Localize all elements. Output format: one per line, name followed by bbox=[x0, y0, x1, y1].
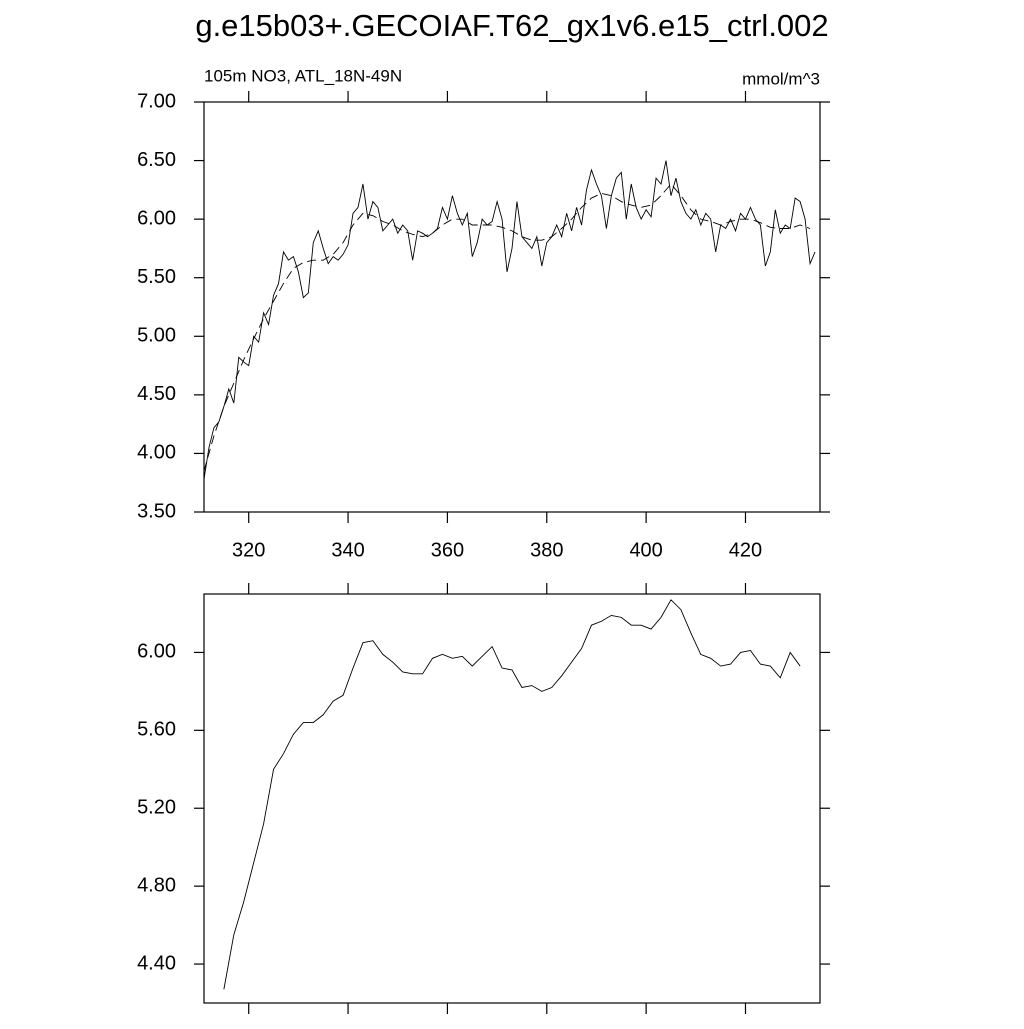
plot-frame bbox=[203, 101, 821, 513]
series-line bbox=[223, 599, 801, 990]
x-tick-label: 320 bbox=[232, 539, 265, 561]
series-line bbox=[203, 183, 811, 472]
y-tick-label: 6.00 bbox=[137, 641, 176, 663]
x-tick-label: 420 bbox=[729, 539, 762, 561]
y-tick-label: 5.60 bbox=[137, 719, 176, 741]
y-tick-label: 6.50 bbox=[137, 149, 176, 171]
y-tick-label: 5.50 bbox=[137, 266, 176, 288]
plot-frame bbox=[203, 593, 821, 1004]
y-tick-label: 4.80 bbox=[137, 874, 176, 896]
series-line bbox=[203, 160, 816, 480]
y-tick-label: 4.50 bbox=[137, 383, 176, 405]
y-tick-label: 6.00 bbox=[137, 207, 176, 229]
right-subtitle: mmol/m^3 bbox=[742, 69, 820, 88]
title: g.e15b03+.GECOIAF.T62_gx1v6.e15_ctrl.002 bbox=[195, 8, 828, 43]
x-tick-label: 360 bbox=[431, 539, 464, 561]
y-tick-label: 5.00 bbox=[137, 325, 176, 347]
y-tick-label: 5.20 bbox=[137, 797, 176, 819]
y-tick-label: 3.50 bbox=[137, 500, 176, 522]
x-tick-label: 380 bbox=[530, 539, 563, 561]
x-tick-label: 340 bbox=[331, 539, 364, 561]
y-tick-label: 7.00 bbox=[137, 90, 176, 112]
y-tick-label: 4.00 bbox=[137, 442, 176, 464]
x-tick-label: 400 bbox=[629, 539, 662, 561]
y-tick-label: 4.40 bbox=[137, 952, 176, 974]
left-subtitle: 105m NO3, ATL_18N-49N bbox=[204, 66, 402, 85]
